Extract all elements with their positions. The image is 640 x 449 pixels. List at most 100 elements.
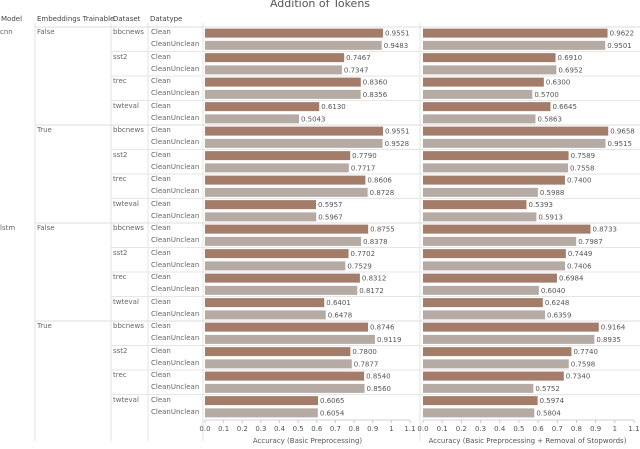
bar-value-label: 0.9164	[601, 324, 626, 332]
bar-value-label: 0.5043	[301, 115, 326, 123]
bar-panel1	[205, 310, 326, 320]
bar-value-label: 0.6359	[547, 311, 572, 319]
bar-value-label: 0.9483	[384, 42, 409, 50]
bar-value-label: 0.8360	[363, 79, 388, 87]
bar-panel1	[205, 53, 345, 63]
bar-panel1	[205, 77, 361, 87]
dataset-label: bbcnews	[113, 28, 144, 36]
bar-value-label: 0.7790	[352, 152, 377, 160]
x-tick-label: 0.9	[367, 425, 378, 433]
bar-panel1	[205, 114, 299, 124]
bar-value-label: 0.6065	[320, 397, 345, 405]
bar-value-label: 0.7400	[567, 177, 592, 185]
x-tick-label: 1	[389, 425, 393, 433]
x-tick-label: 0.8	[571, 425, 582, 433]
datatype-label: CleanUnclean	[151, 334, 200, 343]
bar-value-label: 0.9528	[385, 140, 410, 148]
datatype-label: CleanUnclean	[151, 260, 200, 269]
bar-panel1	[205, 187, 368, 197]
bar-value-label: 0.7529	[347, 262, 372, 270]
bar-value-label: 0.8746	[370, 324, 395, 332]
bar-panel2	[423, 347, 572, 357]
bar-panel2	[423, 151, 569, 161]
bar-panel2	[423, 187, 538, 197]
bar-panel1	[205, 236, 362, 246]
header-model: Model	[1, 15, 23, 23]
bar-panel1	[205, 212, 317, 222]
bar-value-label: 0.6300	[546, 79, 571, 87]
datatype-label: Clean	[151, 101, 171, 110]
bar-panel2	[423, 114, 536, 124]
bar-panel2	[423, 285, 539, 295]
bar-value-label: 0.6054	[320, 409, 345, 417]
bar-value-label: 0.9622	[610, 30, 635, 38]
datatype-label: Clean	[151, 346, 171, 355]
dataset-label: sst2	[113, 346, 128, 355]
bar-value-label: 0.6130	[321, 103, 346, 111]
datatype-label: CleanUnclean	[151, 407, 200, 416]
bar-panel1	[205, 285, 358, 295]
datatype-label: CleanUnclean	[151, 285, 200, 294]
bar-value-label: 0.7449	[568, 250, 593, 258]
embeddings-label: True	[37, 322, 52, 330]
bar-value-label: 0.9119	[377, 336, 402, 344]
bar-panel2	[423, 28, 608, 38]
dataset-label: sst2	[113, 150, 128, 159]
dataset-label: trec	[113, 77, 127, 85]
dataset-label: twteval	[113, 101, 139, 110]
bar-panel1	[205, 273, 360, 283]
datatype-label: CleanUnclean	[151, 162, 200, 171]
dataset-label: bbcnews	[113, 126, 144, 134]
bar-value-label: 0.8935	[596, 336, 621, 344]
datatype-label: CleanUnclean	[151, 383, 200, 392]
bar-value-label: 0.7467	[346, 54, 371, 62]
datatype-label: CleanUnclean	[151, 89, 200, 98]
bar-panel2	[423, 126, 609, 136]
x-axis-title-right: Accuracy (Basic Preprocessing + Removal …	[428, 437, 627, 445]
bar-panel1	[205, 65, 342, 75]
bar-panel2	[423, 396, 538, 406]
dataset-label: trec	[113, 273, 127, 281]
dataset-label: sst2	[113, 248, 128, 257]
datatype-label: CleanUnclean	[151, 211, 200, 220]
datatype-label: Clean	[151, 28, 171, 36]
x-tick-label: 0.6	[311, 425, 323, 433]
datatype-label: CleanUnclean	[151, 64, 200, 73]
bar-value-label: 0.5393	[528, 201, 553, 209]
bar-panel1	[205, 224, 369, 234]
dataset-label: bbcnews	[113, 224, 144, 232]
bar-value-label: 0.7740	[573, 348, 598, 356]
bar-panel1	[205, 347, 351, 357]
header-dataset: Dataset	[113, 15, 141, 23]
bar-panel2	[423, 310, 545, 320]
x-tick-label: 0.3	[255, 425, 266, 433]
bar-value-label: 0.8356	[363, 91, 388, 99]
bar-panel1	[205, 249, 349, 259]
bar-value-label: 0.5957	[318, 201, 343, 209]
datatype-label: Clean	[151, 175, 171, 183]
bar-value-label: 0.6984	[559, 275, 584, 283]
bar-value-label: 0.7558	[570, 164, 595, 172]
x-tick-label: 0.2	[237, 425, 248, 433]
datatype-label: CleanUnclean	[151, 236, 200, 245]
bar-value-label: 0.5804	[536, 409, 561, 417]
bar-panel2	[423, 273, 557, 283]
bar-panel1	[205, 175, 366, 185]
datatype-label: Clean	[151, 395, 171, 404]
x-tick-label: 0.7	[552, 425, 563, 433]
bar-value-label: 0.7340	[566, 373, 591, 381]
bar-value-label: 0.7717	[351, 164, 376, 172]
bar-value-label: 0.8172	[359, 287, 384, 295]
embeddings-label: False	[37, 28, 55, 36]
bar-panel2	[423, 65, 557, 75]
x-tick-label: 0.6	[533, 425, 545, 433]
bar-panel2	[423, 298, 543, 308]
bar-value-label: 0.6248	[545, 299, 570, 307]
bar-panel2	[423, 175, 565, 185]
bar-panel2	[423, 261, 566, 271]
bar-panel2	[423, 371, 564, 381]
bar-value-label: 0.5974	[540, 397, 565, 405]
bar-value-label: 0.5913	[538, 213, 563, 221]
x-tick-label: 0.1	[437, 425, 448, 433]
